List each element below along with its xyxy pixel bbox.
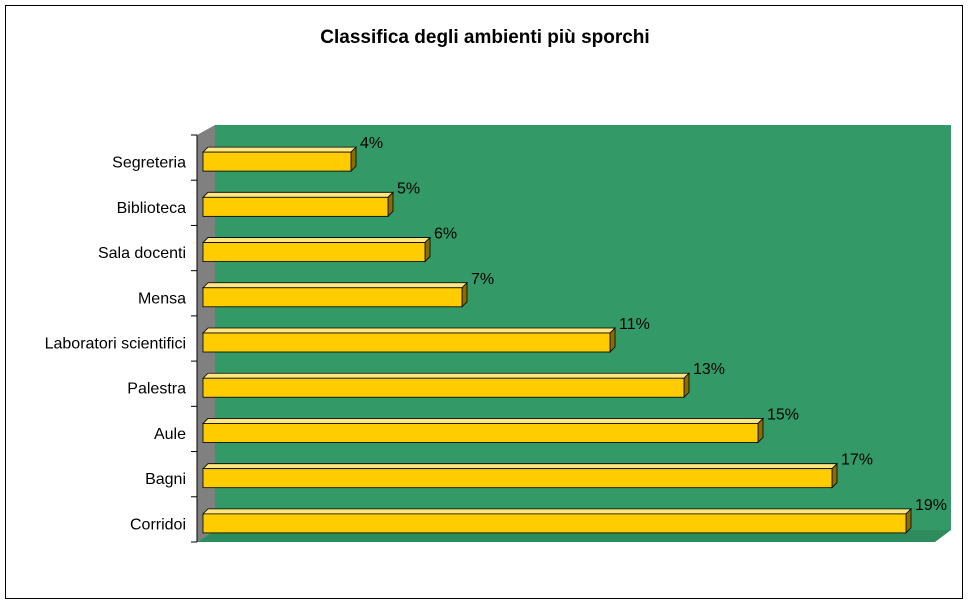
bar-front-face	[202, 332, 611, 353]
bar-front-face	[202, 196, 389, 217]
bar-front-face	[202, 423, 759, 443]
category-label: Palestra	[127, 381, 186, 398]
bar	[202, 146, 357, 173]
data-label: 7%	[471, 271, 494, 288]
bar-top-face	[202, 146, 357, 153]
category-label: Bagni	[145, 471, 186, 488]
bar	[202, 191, 394, 218]
category-label: Segreteria	[112, 155, 186, 172]
data-label: 13%	[693, 361, 725, 378]
bar-front-face	[202, 151, 352, 172]
category-axis-ticks	[191, 134, 197, 543]
category-label: Corridoi	[130, 516, 186, 533]
bar	[202, 462, 838, 489]
category-label: Laboratori scientifici	[45, 336, 186, 353]
bar	[202, 327, 616, 353]
bar-top-face	[202, 508, 912, 515]
data-label: 17%	[841, 452, 873, 469]
bar	[202, 372, 690, 399]
bar-front-face	[202, 287, 463, 308]
bar	[202, 507, 912, 534]
category-label: Mensa	[138, 290, 186, 307]
bar-front-face	[202, 377, 685, 398]
data-label: 5%	[397, 180, 420, 197]
bar-top-face	[202, 191, 394, 198]
bar-top-face	[202, 418, 764, 424]
data-label: 11%	[619, 316, 650, 333]
data-label: 15%	[767, 406, 799, 423]
category-label: Aule	[154, 426, 186, 443]
bar	[202, 236, 431, 263]
bar-front-face	[202, 242, 426, 262]
data-label: 6%	[434, 226, 457, 243]
data-label: 4%	[360, 135, 383, 152]
bar-top-face	[202, 282, 468, 289]
data-label: 19%	[915, 497, 947, 514]
category-label: Sala docenti	[98, 245, 186, 262]
chart-title: Classifica degli ambienti più sporchi	[320, 27, 649, 48]
bar	[202, 417, 764, 444]
category-labels: Segreteria Biblioteca Sala docenti Mensa Lab…	[45, 155, 187, 534]
bar-series	[202, 146, 912, 534]
data-labels: 4% 5% 6% 7% 11% 13% 15% 17% 19%	[360, 135, 947, 514]
bar-top-face	[202, 327, 616, 334]
bar	[202, 281, 468, 308]
bar-top-face	[202, 372, 690, 379]
bar-front-face	[202, 513, 907, 534]
category-label: Biblioteca	[117, 200, 186, 217]
bar-front-face	[202, 468, 833, 489]
bar-top-face	[202, 237, 431, 243]
bar-top-face	[202, 463, 838, 470]
